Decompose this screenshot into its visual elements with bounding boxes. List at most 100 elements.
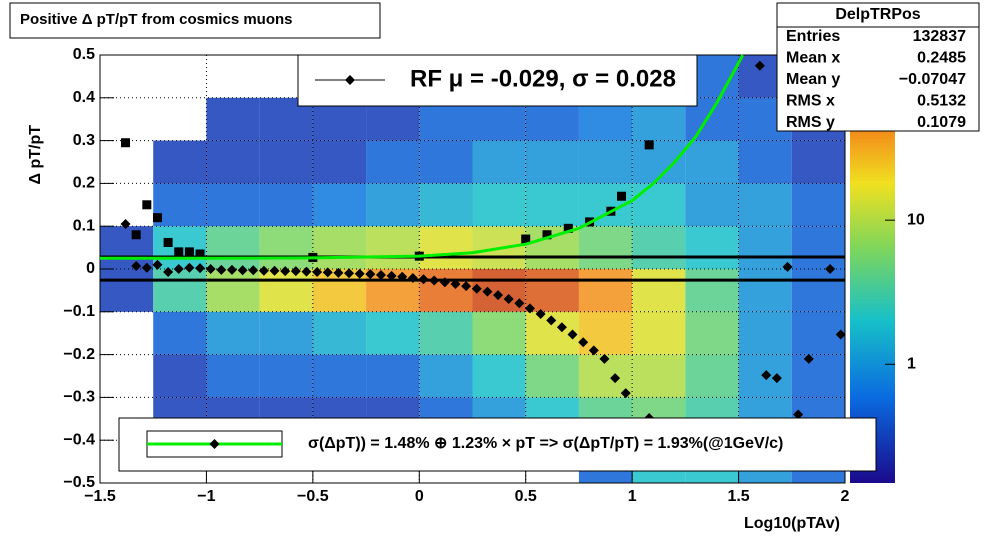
heat-cell: [578, 226, 633, 269]
heat-cell: [206, 354, 260, 398]
diamond-marker: [429, 275, 440, 286]
heat-cell: [259, 311, 313, 355]
diamond-marker: [258, 265, 269, 276]
heat-cell: [366, 311, 420, 355]
heat-cell: [206, 140, 260, 184]
heat-cell: [206, 311, 260, 355]
heat-cell: [738, 140, 792, 184]
heat-cell: [738, 183, 792, 227]
heat-cell: [419, 311, 473, 355]
stats-value: 0.5132: [917, 93, 966, 110]
diamond-marker: [588, 345, 599, 356]
square-marker: [121, 138, 131, 148]
diamond-marker: [407, 272, 418, 283]
square-marker: [542, 230, 552, 240]
diamond-marker: [333, 267, 344, 278]
diamond-marker: [344, 268, 355, 279]
heat-cell: [525, 140, 579, 184]
heat-cell: [632, 226, 686, 269]
heat-cell: [259, 354, 313, 398]
diamond-marker: [471, 283, 482, 294]
diamond-marker: [312, 266, 323, 277]
diamond-marker: [345, 75, 355, 85]
heat-cell: [685, 226, 739, 269]
heat-cell: [419, 226, 473, 269]
square-marker: [142, 200, 152, 210]
stats-value: 0.2485: [917, 50, 966, 67]
x-tick-label: −1: [197, 488, 215, 505]
diamond-marker: [754, 60, 765, 71]
y-tick-label: −0.2: [63, 346, 95, 363]
stats-key: RMS y: [786, 114, 835, 131]
square-marker: [174, 247, 184, 257]
diamond-marker: [386, 270, 397, 281]
y-tick-label: −0.5: [63, 474, 95, 491]
diamond-marker: [803, 353, 814, 364]
heat-cell: [685, 183, 739, 227]
diamond-marker: [620, 388, 631, 399]
heat-cell: [153, 311, 207, 355]
heat-cell: [525, 269, 579, 312]
heat-cell: [791, 354, 845, 398]
x-tick-label: 0: [415, 488, 424, 505]
heat-cell: [738, 226, 792, 269]
chart-title: Positive Δ pT/pT from cosmics muons: [20, 11, 293, 28]
heat-cell: [472, 311, 526, 355]
stats-title: DelpTRPos: [835, 6, 920, 23]
diamond-marker: [793, 409, 804, 420]
heat-cell: [419, 183, 473, 227]
heat-cell: [472, 183, 526, 227]
square-marker: [195, 249, 205, 259]
square-marker: [184, 247, 194, 257]
diamond-marker: [120, 219, 131, 230]
square-marker: [163, 237, 173, 247]
heat-cell: [366, 354, 420, 398]
diamond-marker: [771, 373, 782, 384]
heat-cell: [259, 140, 313, 184]
diamond-marker: [365, 269, 376, 280]
diamond-marker: [482, 286, 493, 297]
heat-cell: [525, 183, 579, 227]
y-tick-label: 0.5: [73, 46, 95, 63]
fit-curve: [100, 54, 745, 260]
diamond-marker: [461, 281, 472, 292]
diamond-marker: [835, 329, 846, 340]
diamond-marker: [131, 261, 142, 272]
diamond-marker: [524, 303, 535, 314]
y-tick-label: −0.1: [63, 303, 95, 320]
square-marker: [521, 234, 531, 244]
diamond-marker: [322, 267, 333, 278]
diamond-marker: [578, 337, 589, 348]
diamond-marker: [280, 266, 291, 277]
heat-cell: [153, 183, 207, 227]
heat-cell: [525, 354, 579, 398]
diamond-marker: [301, 266, 312, 277]
diamond-marker: [141, 262, 152, 273]
diamond-marker: [546, 315, 557, 326]
y-axis-label: Δ pT/pT: [27, 125, 44, 185]
square-marker: [617, 191, 626, 201]
square-marker: [644, 140, 654, 150]
x-tick-label: −0.5: [297, 488, 329, 505]
y-tick-label: −0.3: [63, 389, 95, 406]
heat-cell: [206, 269, 260, 312]
square-marker: [152, 213, 162, 223]
title-box: [9, 2, 381, 39]
y-tick-label: 0.4: [73, 89, 95, 106]
heat-cell: [419, 269, 473, 312]
stats-key: Mean x: [786, 50, 840, 67]
heat-cell: [206, 97, 260, 141]
heat-cell: [206, 183, 260, 227]
x-tick-label: 0.5: [515, 488, 537, 505]
stats-value: 0.1079: [917, 114, 966, 131]
diamond-marker: [493, 290, 504, 301]
heat-cell: [578, 269, 633, 312]
heat-cell: [791, 226, 845, 269]
x-tick-label: 1: [628, 488, 637, 505]
diamond-marker: [195, 263, 206, 274]
z-tick-label: 1: [907, 355, 916, 372]
legend-label: σ(ΔpT)) = 1.48% ⊕ 1.23% × pT => σ(ΔpT/pT…: [308, 435, 783, 452]
stats-key: Entries: [786, 28, 840, 45]
